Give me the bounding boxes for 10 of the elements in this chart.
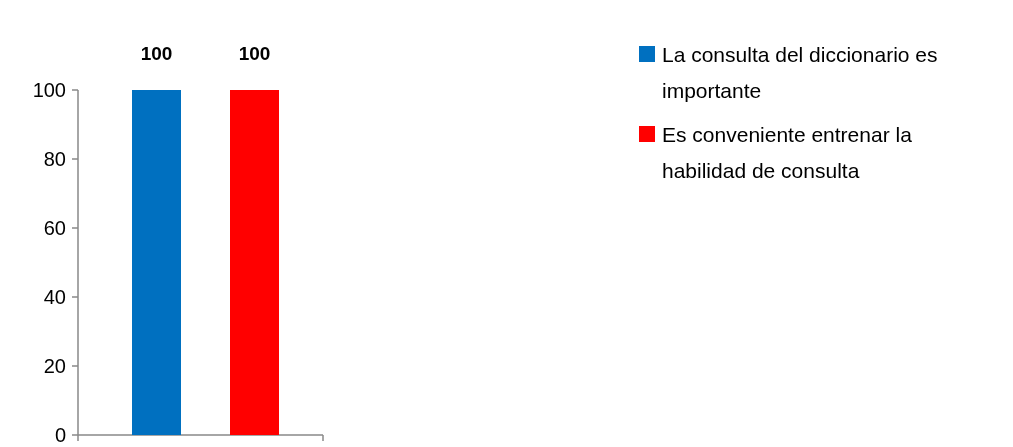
y-tick-label: 20 — [43, 355, 66, 377]
data-label: 100 — [238, 43, 271, 64]
legend-label: Es conveniente entrenar la habilidad de consulta — [662, 123, 913, 182]
y-tick-label: 100 — [32, 79, 66, 101]
legend-label: La consulta del diccionario es importante — [662, 43, 938, 102]
y-tick-label: 40 — [43, 286, 66, 308]
y-tick-label: 80 — [43, 148, 66, 170]
y-tick-label: 0 — [54, 424, 66, 446]
data-label: 100 — [140, 43, 173, 64]
y-tick-label: 60 — [43, 217, 66, 239]
